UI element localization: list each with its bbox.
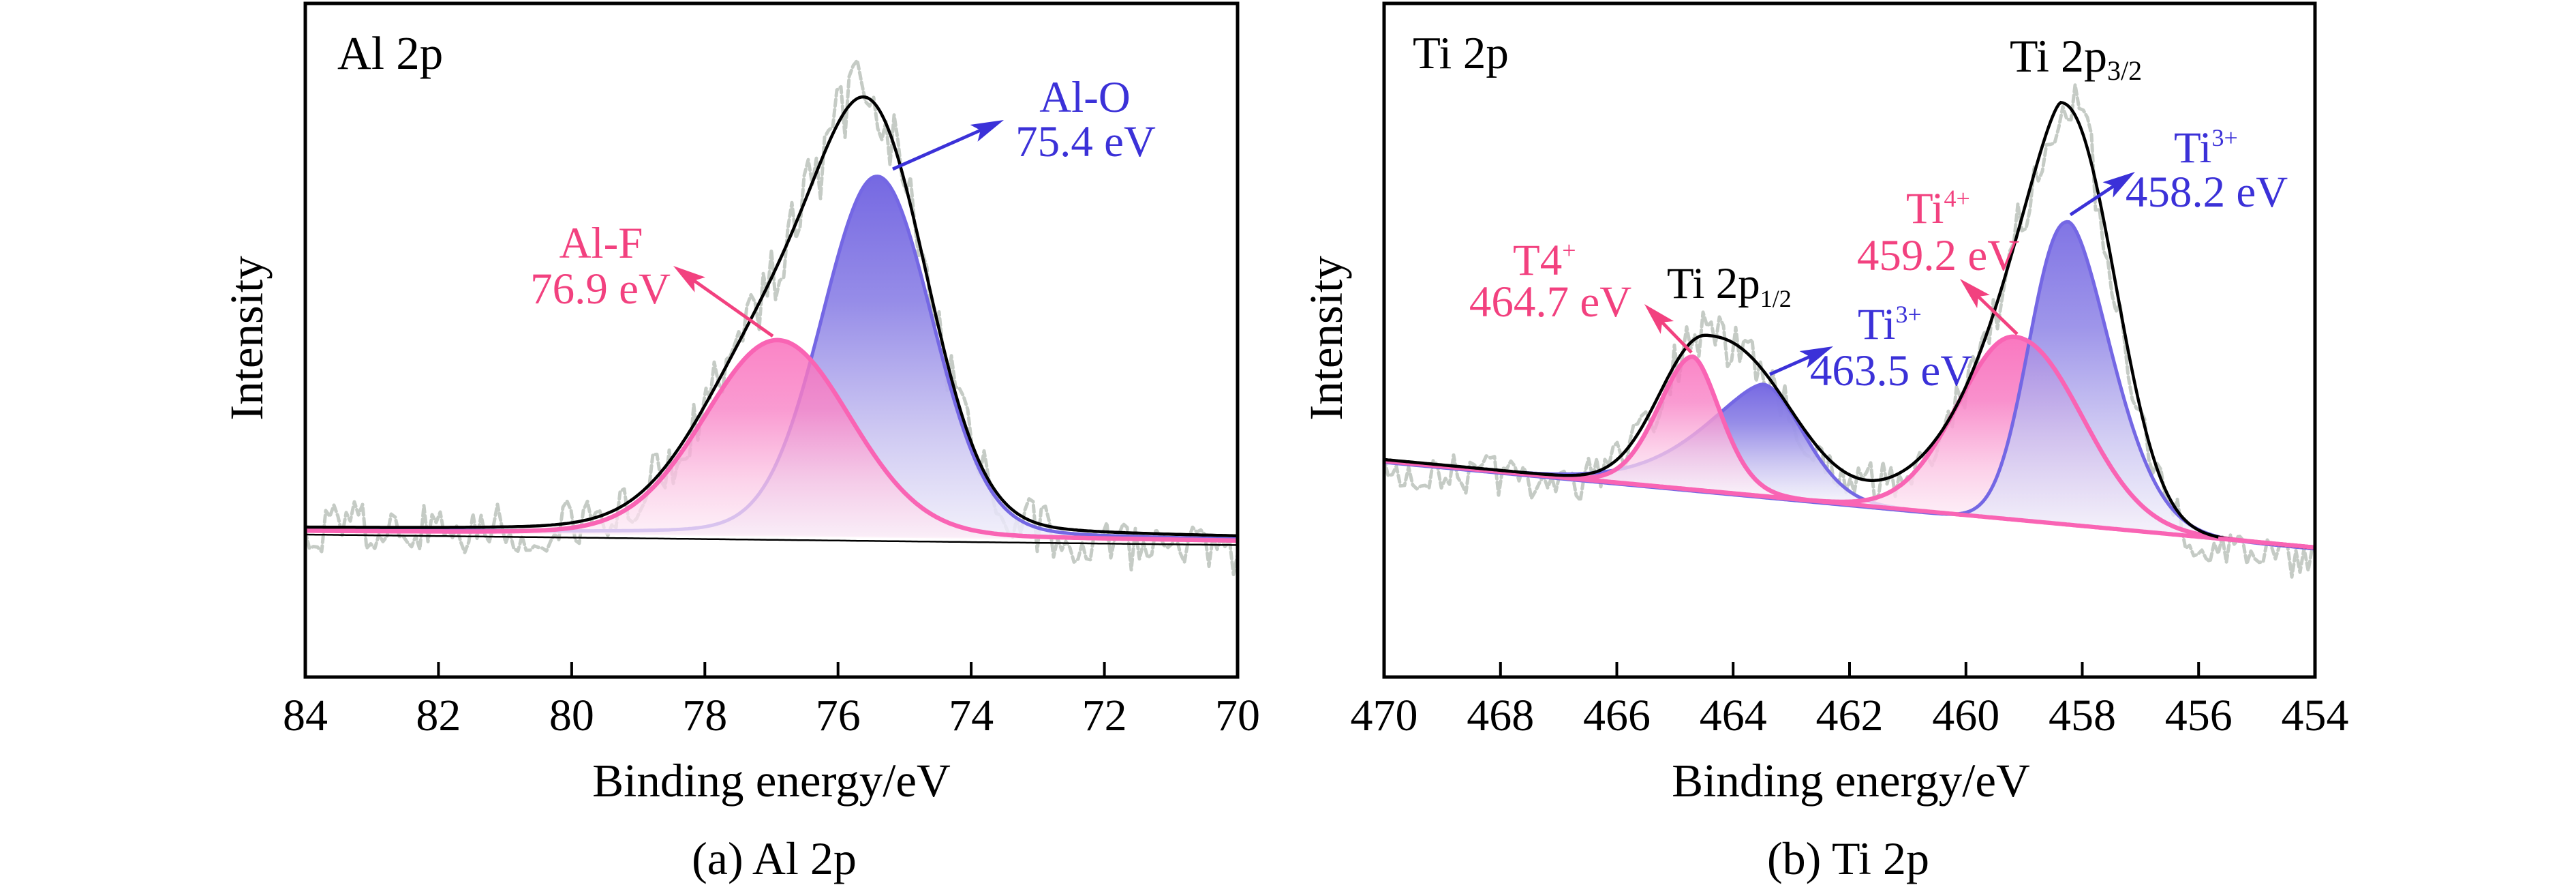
- svg-text:462: 462: [1816, 691, 1884, 740]
- svg-text:470: 470: [1351, 691, 1418, 740]
- svg-text:80: 80: [549, 691, 594, 740]
- svg-text:459.2 eV: 459.2 eV: [1857, 231, 2019, 280]
- svg-text:78: 78: [682, 691, 727, 740]
- svg-text:74: 74: [949, 691, 994, 740]
- svg-text:(b) Ti 2p: (b) Ti 2p: [1767, 832, 1929, 884]
- svg-text:Al-O: Al-O: [1039, 73, 1131, 122]
- svg-text:84: 84: [283, 691, 328, 740]
- svg-text:Binding energy/eV: Binding energy/eV: [592, 755, 951, 807]
- svg-text:460: 460: [1932, 691, 1999, 740]
- svg-text:72: 72: [1082, 691, 1127, 740]
- svg-text:Intensity: Intensity: [221, 256, 273, 421]
- svg-text:Al 2p: Al 2p: [337, 27, 443, 79]
- svg-text:464.7 eV: 464.7 eV: [1469, 278, 1631, 327]
- svg-text:463.5 eV: 463.5 eV: [1810, 346, 1972, 395]
- svg-text:70: 70: [1215, 691, 1260, 740]
- svg-text:Intensity: Intensity: [1300, 256, 1352, 421]
- svg-text:76: 76: [816, 691, 861, 740]
- svg-text:Binding energy/eV: Binding energy/eV: [1672, 755, 2030, 807]
- svg-text:Ti3+: Ti3+: [1858, 300, 1922, 349]
- svg-text:Ti 2p: Ti 2p: [1413, 28, 1509, 78]
- svg-text:75.4 eV: 75.4 eV: [1015, 117, 1156, 166]
- svg-text:468: 468: [1467, 691, 1534, 740]
- svg-text:464: 464: [1700, 691, 1767, 740]
- svg-text:82: 82: [416, 691, 461, 740]
- svg-text:458: 458: [2049, 691, 2116, 740]
- svg-text:458.2 eV: 458.2 eV: [2126, 168, 2288, 217]
- svg-text:456: 456: [2165, 691, 2233, 740]
- svg-text:Al-F: Al-F: [559, 219, 643, 268]
- svg-text:466: 466: [1583, 691, 1651, 740]
- svg-text:454: 454: [2282, 691, 2349, 740]
- svg-text:76.9 eV: 76.9 eV: [530, 265, 671, 314]
- svg-text:T4+: T4+: [1513, 236, 1576, 285]
- svg-text:(a) Al 2p: (a) Al 2p: [692, 832, 857, 884]
